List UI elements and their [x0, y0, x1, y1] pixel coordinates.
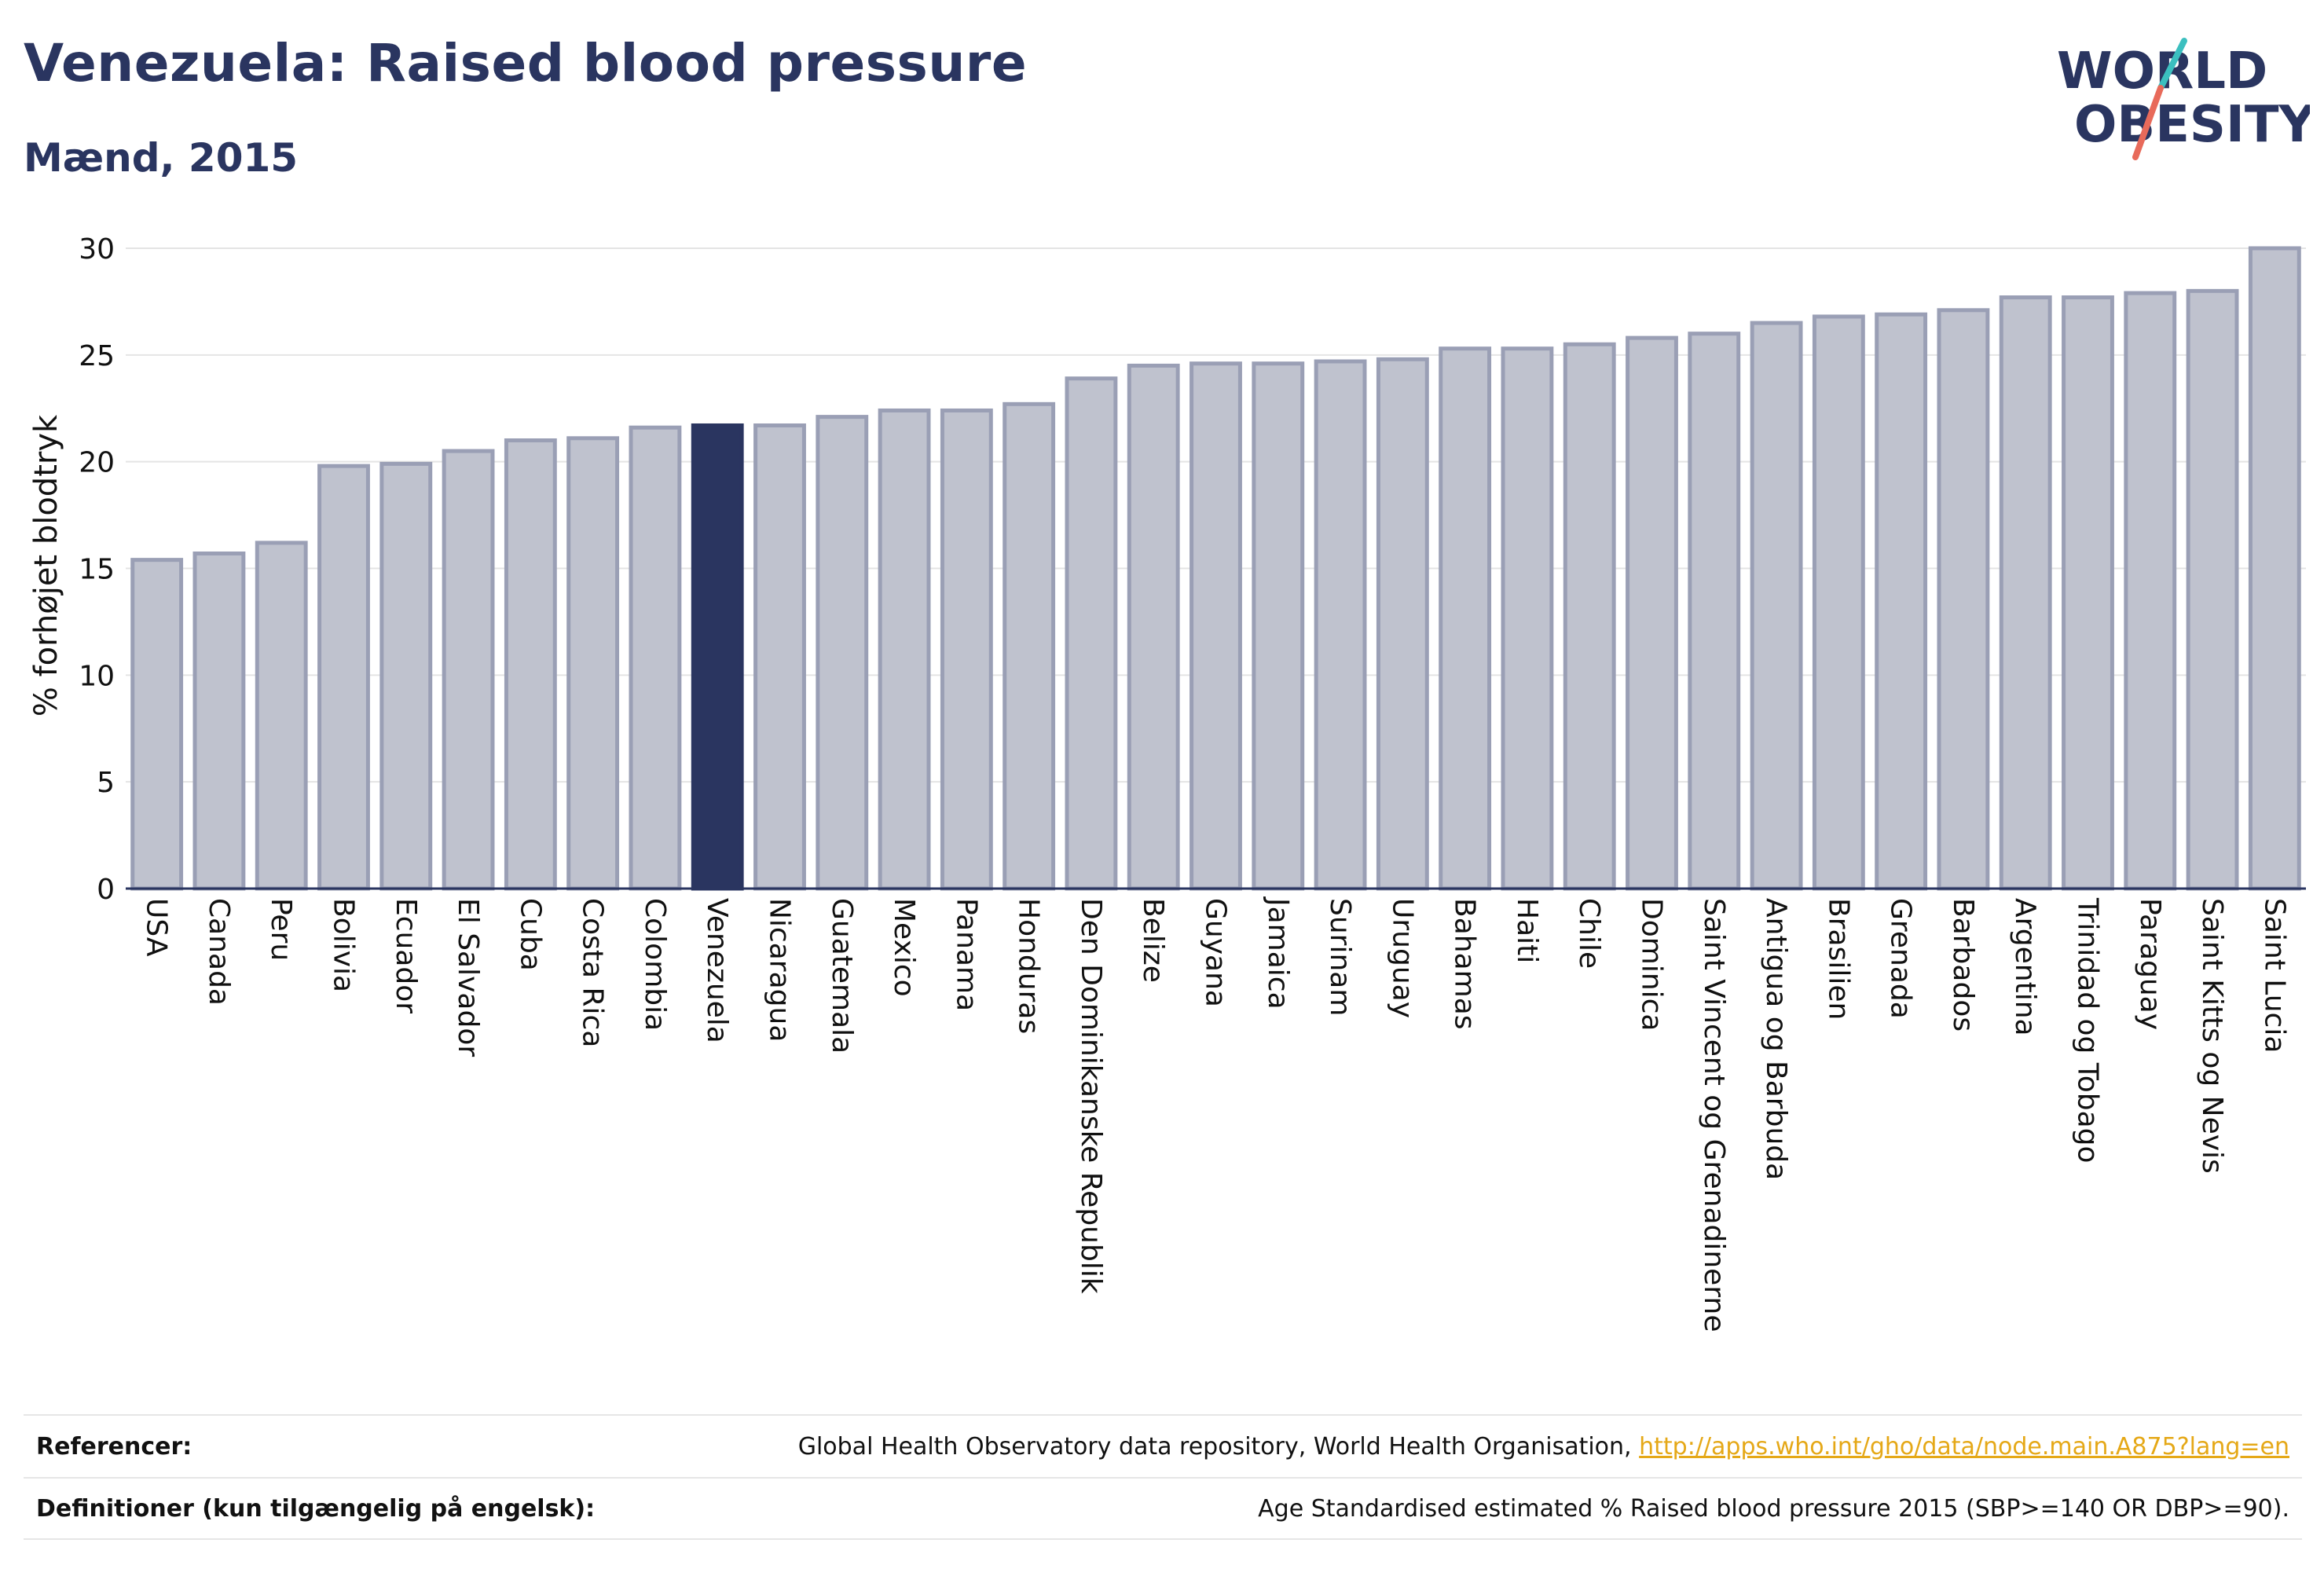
x-tick-label: USA — [141, 898, 173, 957]
bar-trinidad-og-tobago — [2062, 295, 2114, 891]
chart-title: Venezuela: Raised blood pressure — [24, 33, 1028, 93]
bar-paraguay — [2124, 291, 2177, 891]
y-tick-label: 30 — [79, 233, 115, 266]
bar-chile — [1563, 342, 1616, 891]
bar-dominica — [1626, 335, 1678, 891]
x-tick-label: Mexico — [888, 898, 920, 997]
y-axis-ticks: 0 5 10 15 20 25 30 — [79, 233, 115, 906]
x-tick-label: Colombia — [639, 898, 671, 1031]
bar-barbados — [1937, 308, 1990, 891]
bar-canada — [192, 551, 246, 891]
x-tick-label: Costa Rica — [577, 898, 609, 1047]
bar-mexico — [878, 408, 931, 891]
y-tick-label: 0 — [97, 874, 115, 906]
bar-panama — [940, 408, 993, 891]
definitions-label: Definitioner (kun tilgængelig på engelsk… — [36, 1494, 596, 1523]
bar-honduras — [1003, 401, 1056, 891]
x-tick-label: Paraguay — [2134, 898, 2166, 1030]
y-tick-label: 20 — [79, 447, 115, 479]
x-tick-label: Ecuador — [390, 898, 422, 1013]
x-tick-label: Surinam — [1324, 898, 1356, 1016]
x-tick-label: Brasilien — [1822, 898, 1854, 1020]
x-tick-label: Dominica — [1636, 898, 1668, 1032]
bar-guatemala — [816, 415, 869, 891]
bar-grenada — [1875, 312, 1928, 891]
bar-saint-vincent-og-grenadinerne — [1688, 332, 1741, 891]
x-tick-label: Canada — [203, 898, 235, 1006]
bar-usa — [130, 558, 184, 891]
x-tick-label: Honduras — [1013, 898, 1045, 1034]
bar-cuba — [504, 438, 557, 891]
x-tick-label: Belize — [1137, 898, 1169, 983]
bar-surinam — [1314, 359, 1367, 891]
references-text: Global Health Observatory data repositor… — [797, 1432, 1632, 1461]
y-tick-label: 15 — [79, 554, 115, 586]
x-tick-label: Venezuela — [701, 898, 733, 1043]
y-axis-label: % forhøjet blodtryk — [28, 414, 64, 717]
x-tick-label: El Salvador — [452, 898, 484, 1057]
logo-slash-teal — [2157, 38, 2187, 91]
x-tick-label: Saint Vincent og Grenadinerne — [1698, 898, 1730, 1332]
bar-belize — [1127, 363, 1180, 891]
logo-word-obesity: OBESITY — [2074, 96, 2310, 154]
bar-costa-rica — [566, 436, 620, 891]
y-tick-label: 5 — [97, 767, 115, 799]
x-tick-label: Den Dominikanske Republik — [1075, 898, 1107, 1294]
bar-nicaragua — [753, 423, 806, 891]
x-tick-label: Uruguay — [1386, 898, 1418, 1018]
references-row: Referencer: Global Health Observatory da… — [24, 1414, 2302, 1477]
bar-el-salvador — [442, 449, 495, 891]
x-tick-label: Bolivia — [328, 898, 360, 992]
x-tick-label: Bahamas — [1449, 898, 1481, 1030]
x-tick-label: Peru — [265, 898, 297, 961]
bar-saint-lucia — [2248, 246, 2301, 891]
logo-slash-coral — [2132, 85, 2164, 160]
x-tick-label: Argentina — [2009, 898, 2041, 1036]
references-source: Global Health Observatory data repositor… — [798, 1433, 2289, 1461]
bar-haiti — [1501, 346, 1554, 891]
bar-jamaica — [1252, 361, 1305, 891]
y-tick-label: 25 — [79, 340, 115, 372]
bar-uruguay — [1376, 357, 1429, 891]
definitions-text: Age Standardised estimated % Raised bloo… — [1258, 1494, 2289, 1523]
x-tick-label: Saint Kitts og Nevis — [2196, 898, 2228, 1174]
world-obesity-logo: WORLD OBESITY — [2057, 38, 2310, 160]
x-tick-label: Nicaragua — [764, 898, 796, 1042]
x-tick-label: Guyana — [1200, 898, 1232, 1007]
x-tick-label: Grenada — [1885, 898, 1917, 1019]
references-link[interactable]: http://apps.who.int/gho/data/node.main.A… — [1639, 1432, 2289, 1461]
bar-brasilien — [1812, 314, 1865, 891]
x-axis-labels: USA Canada Peru Bolivia Ecuador El Salvador Cu… — [141, 896, 2291, 1332]
x-tick-label: Chile — [1573, 898, 1605, 969]
bars — [130, 246, 2301, 891]
bar-chart: 0 5 10 15 20 25 30 USA Canada Peru Bolivia Ecuador… — [28, 233, 2306, 1332]
bar-bahamas — [1439, 346, 1492, 891]
x-tick-label: Jamaica — [1262, 896, 1294, 1010]
references-label: Referencer: — [36, 1432, 192, 1461]
bar-venezuela — [691, 423, 744, 891]
bar-antigua-og-barbuda — [1750, 321, 1803, 891]
chart-subtitle: Mænd, 2015 — [24, 135, 299, 181]
y-tick-label: 10 — [79, 660, 115, 692]
x-tick-label: Trinidad og Tobago — [2072, 897, 2104, 1164]
bar-argentina — [1999, 295, 2052, 891]
bar-colombia — [629, 425, 682, 891]
bar-ecuador — [379, 461, 433, 891]
bar-bolivia — [317, 464, 370, 891]
x-tick-label: Panama — [950, 898, 982, 1011]
x-tick-label: Cuba — [514, 898, 546, 971]
bar-guyana — [1189, 361, 1242, 891]
bar-saint-kitts-og-nevis — [2186, 288, 2239, 891]
definitions-row: Definitioner (kun tilgængelig på engelsk… — [24, 1477, 2302, 1540]
x-tick-label: Barbados — [1947, 898, 1979, 1032]
x-tick-label: Haiti — [1511, 898, 1543, 963]
x-tick-label: Saint Lucia — [2258, 898, 2290, 1053]
x-tick-label: Guatemala — [826, 898, 858, 1054]
bar-peru — [255, 541, 308, 891]
x-tick-label: Antigua og Barbuda — [1760, 898, 1792, 1180]
bar-den-dominikanske-republik — [1065, 376, 1118, 891]
